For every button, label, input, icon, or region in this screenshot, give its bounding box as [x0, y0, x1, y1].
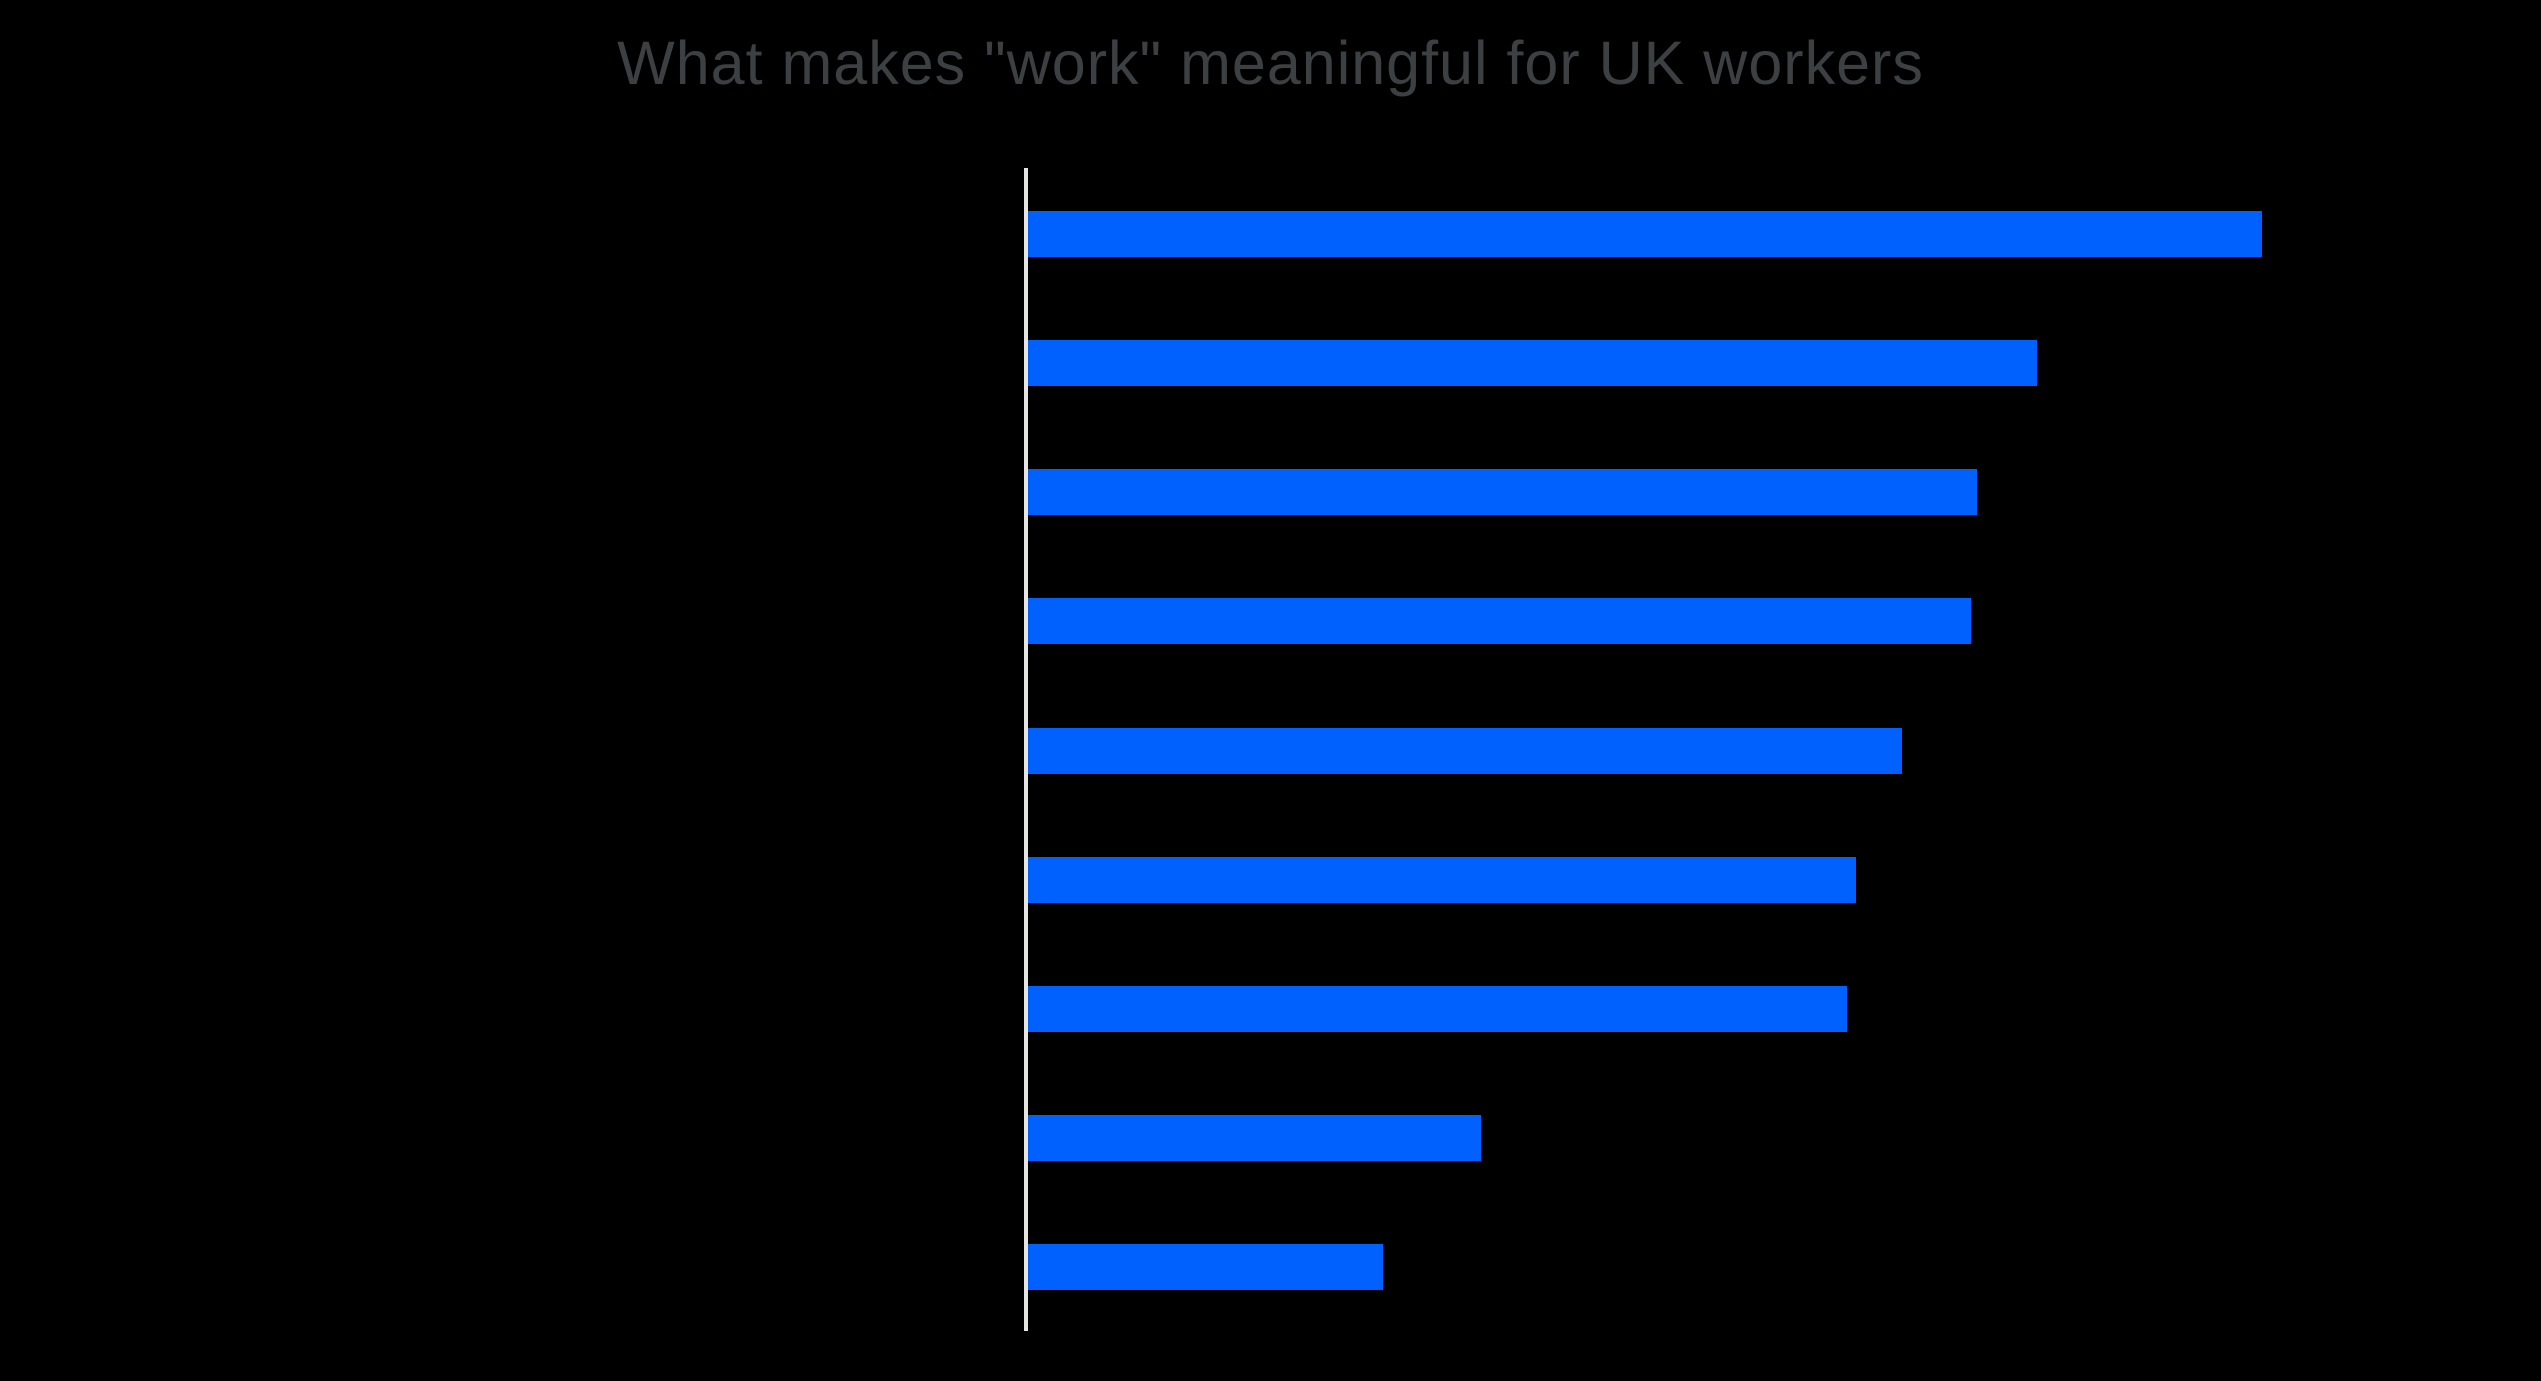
bar-2	[1028, 340, 2037, 386]
bar-3	[1028, 469, 1977, 515]
bar-4	[1028, 598, 1971, 644]
bar-1	[1028, 211, 2262, 257]
y-axis-line	[1024, 168, 1028, 1331]
chart-title: What makes "work" meaningful for UK work…	[617, 29, 1924, 97]
bar-5	[1028, 728, 1902, 774]
bar-6	[1028, 857, 1856, 903]
bar-8	[1028, 1115, 1481, 1161]
bar-9	[1028, 1244, 1383, 1290]
bar-7	[1028, 986, 1847, 1032]
